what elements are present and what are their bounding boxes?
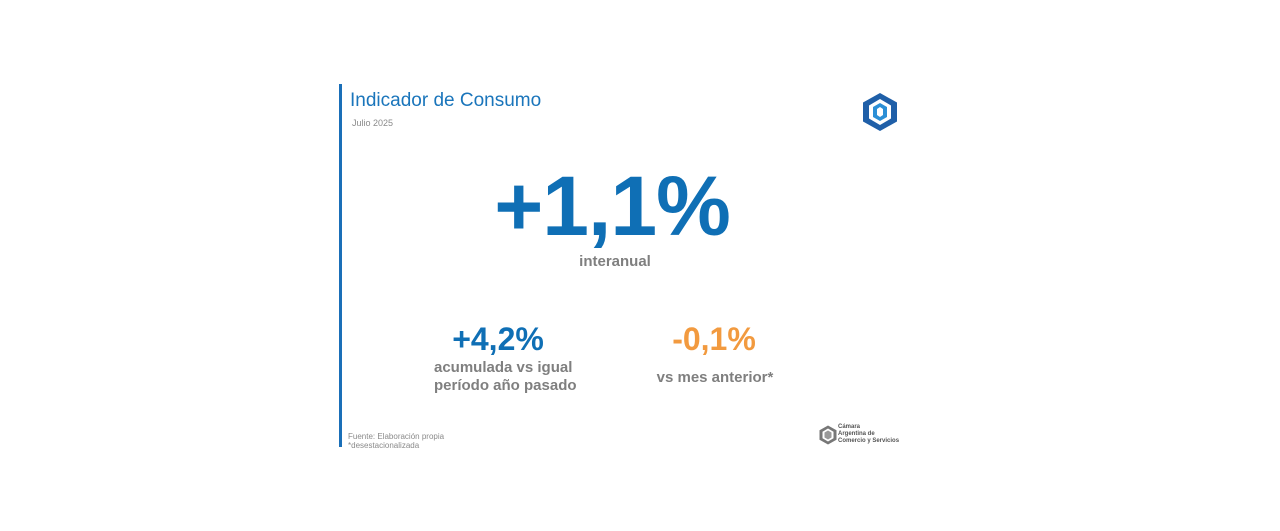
- main-label: interanual: [579, 253, 651, 270]
- metric-label: acumulada vs igual período año pasado: [434, 359, 577, 395]
- logo-line: Cámara: [838, 424, 861, 430]
- accent-bar: [339, 84, 342, 447]
- title: Indicador de Consumo: [350, 90, 542, 111]
- logo-small: [819, 425, 837, 445]
- logo-icon: [863, 93, 897, 131]
- footer-source: Fuente: Elaboración propia: [348, 432, 445, 441]
- metric-label: vs mes anterior*: [657, 369, 774, 387]
- logo-line: Argentina de: [838, 431, 875, 437]
- subtitle: Julio 2025: [352, 118, 394, 128]
- logo-line: Comercio y Servicios: [838, 438, 900, 444]
- label-line: período año pasado: [434, 377, 577, 394]
- metric-value: -0,1%: [672, 321, 756, 357]
- label-line: vs mes anterior*: [656, 369, 774, 386]
- footer-note: *desestacionalizada: [348, 441, 420, 450]
- label-line: acumulada vs igual: [434, 359, 573, 376]
- metric-value: +4,2%: [452, 321, 544, 357]
- logo-text: Cámara Argentina de Comercio y Servicios: [838, 424, 899, 445]
- main-value: +1,1%: [494, 159, 731, 253]
